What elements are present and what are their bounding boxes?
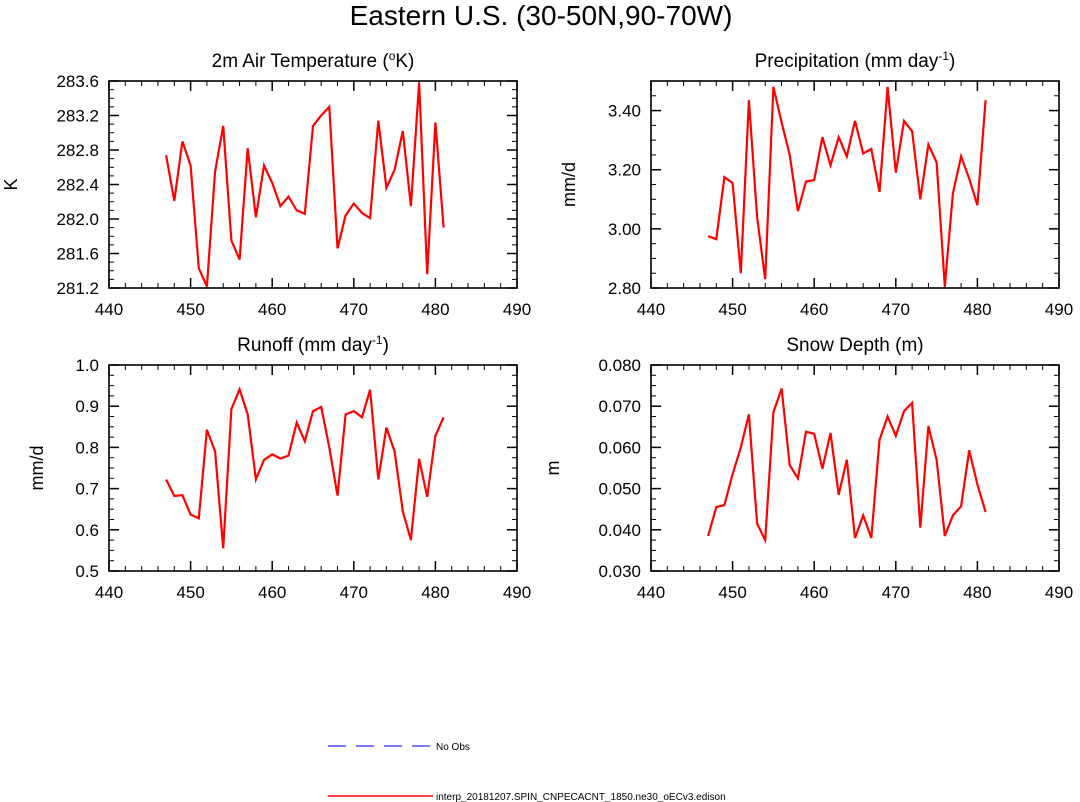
series-line-snow (707, 388, 987, 545)
y-tick-label: 0.050 (598, 480, 641, 499)
legend-item: No Obs (328, 742, 470, 753)
x-tick-label: 490 (503, 583, 531, 602)
y-tick-label: 0.6 (75, 521, 99, 540)
x-tick-label: 450 (176, 300, 204, 319)
y-tick-label: 0.8 (75, 438, 99, 457)
panel-snow: 440 450 460 470 480 490 0.030 0.040 0.050 0.060 0.… (543, 335, 1073, 602)
figure-title: Eastern U.S. (30-50N,90-70W) (350, 0, 733, 31)
x-tick-label: 480 (421, 300, 449, 319)
legend: No Obs interp_20181207.SPIN_CNPECACNT_185… (328, 742, 726, 802)
x-tick-label: 460 (800, 583, 828, 602)
y-tick-label: 0.5 (75, 562, 99, 581)
panel-temp: 440 450 460 470 480 490 281.2 281.6 282.0 282.4 28… (1, 49, 531, 319)
y-tick-label: 1.0 (75, 356, 99, 375)
panel-runoff: 440 450 460 470 480 490 0.5 0.6 0.7 0.8 0.9 1.0 Runo… (27, 333, 531, 602)
y-tick-label: 281.6 (56, 245, 99, 264)
x-tick-label: 470 (340, 300, 368, 319)
y-tick-label: 0.7 (75, 480, 99, 499)
x-tick-label: 460 (800, 300, 828, 319)
legend-label: interp_20181207.SPIN_CNPECACNT_1850.ne30… (436, 792, 726, 802)
plot-frame (108, 80, 518, 289)
y-tick-label: 0.9 (75, 397, 99, 416)
panel-precip: 440 450 460 470 480 490 2.80 3.00 3.20 3.40 Precip… (559, 49, 1073, 319)
y-tick-label: 283.2 (56, 107, 99, 126)
y-tick-label: 0.040 (598, 521, 641, 540)
legend-item: interp_20181207.SPIN_CNPECACNT_1850.ne30… (328, 792, 726, 802)
x-tick-label: 490 (1045, 583, 1073, 602)
y-tick-label: 0.060 (598, 438, 641, 457)
plot-frame (650, 364, 1060, 572)
y-axis-label: m (543, 461, 563, 476)
y-tick-label: 3.40 (608, 102, 641, 121)
panel-title: 2m Air Temperature (oK) (212, 49, 415, 72)
y-tick-label: 283.6 (56, 72, 99, 91)
y-tick-label: 2.80 (608, 279, 641, 298)
panels: 440 450 460 470 480 490 281.2 281.6 282.0 282.4 28… (1, 49, 1073, 602)
y-axis-label: K (1, 178, 21, 190)
x-tick-label: 440 (95, 300, 123, 319)
panel-title: Runoff (mm day-1) (237, 333, 389, 356)
plot-frame (108, 364, 518, 572)
panel-title: Precipitation (mm day-1) (755, 49, 956, 72)
x-tick-label: 450 (718, 300, 746, 319)
y-axis-label: mm/d (27, 446, 47, 491)
x-tick-label: 470 (340, 583, 368, 602)
panel-title: Snow Depth (m) (786, 335, 923, 356)
y-tick-label: 282.0 (56, 210, 99, 229)
x-tick-label: 440 (637, 300, 665, 319)
x-tick-label: 440 (637, 583, 665, 602)
y-tick-label: 282.4 (56, 176, 99, 195)
y-tick-label: 0.080 (598, 356, 641, 375)
x-tick-label: 480 (963, 583, 991, 602)
x-tick-label: 460 (258, 300, 286, 319)
x-tick-label: 450 (718, 583, 746, 602)
x-tick-label: 440 (95, 583, 123, 602)
y-axis-label: mm/d (559, 162, 579, 207)
y-tick-label: 0.030 (598, 562, 641, 581)
x-tick-label: 490 (1045, 300, 1073, 319)
x-tick-label: 470 (882, 300, 910, 319)
series-line-runoff (165, 386, 445, 549)
x-tick-label: 480 (421, 583, 449, 602)
series-line-precip (707, 86, 987, 287)
y-tick-label: 3.20 (608, 161, 641, 180)
y-tick-label: 281.2 (56, 279, 99, 298)
x-tick-label: 470 (882, 583, 910, 602)
y-tick-label: 3.00 (608, 220, 641, 239)
x-tick-label: 490 (503, 300, 531, 319)
x-tick-label: 450 (176, 583, 204, 602)
plot-frame (650, 80, 1060, 289)
x-tick-label: 480 (963, 300, 991, 319)
y-tick-label: 282.8 (56, 141, 99, 160)
y-tick-label: 0.070 (598, 397, 641, 416)
x-tick-label: 460 (258, 583, 286, 602)
legend-label: No Obs (436, 742, 470, 753)
series-line-temp (165, 82, 445, 287)
